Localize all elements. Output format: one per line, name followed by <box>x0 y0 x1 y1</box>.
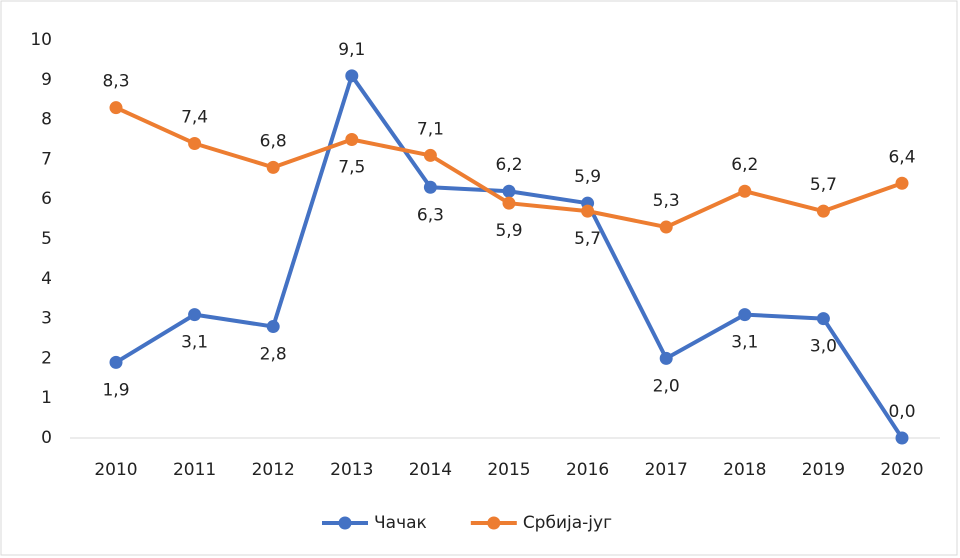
data-label: 5,9 <box>495 221 522 241</box>
x-tick-label: 2010 <box>94 460 137 480</box>
y-tick-label: 9 <box>41 70 52 90</box>
x-tick-label: 2014 <box>409 460 452 480</box>
x-tick-label: 2013 <box>330 460 373 480</box>
y-tick-label: 4 <box>41 269 52 289</box>
point <box>659 351 673 365</box>
y-tick-label: 7 <box>41 149 52 169</box>
point <box>188 136 202 150</box>
x-tick-label: 2020 <box>880 460 923 480</box>
x-tick-label: 2019 <box>802 460 845 480</box>
data-label: 1,9 <box>102 380 129 400</box>
y-tick-label: 5 <box>41 229 52 249</box>
legend-marker <box>487 516 501 530</box>
y-tick-label: 6 <box>41 189 52 209</box>
legend-label: Србија-југ <box>523 513 612 533</box>
point <box>345 133 359 146</box>
data-label: 5,7 <box>810 175 837 195</box>
x-tick-label: 2016 <box>566 460 609 480</box>
y-tick-label: 10 <box>30 30 52 50</box>
data-label: 6,8 <box>260 131 287 151</box>
data-label: 5,3 <box>653 191 680 211</box>
point <box>581 204 595 218</box>
point <box>188 308 202 322</box>
point <box>816 312 830 326</box>
point <box>266 320 280 334</box>
point <box>502 184 516 198</box>
point <box>895 431 909 445</box>
point <box>423 180 437 194</box>
point <box>423 148 437 162</box>
data-label: 6,2 <box>495 155 522 175</box>
y-tick-label: 8 <box>41 110 52 130</box>
data-label: 6,3 <box>417 205 444 225</box>
data-label: 2,8 <box>260 345 287 365</box>
x-tick-label: 2012 <box>252 460 295 480</box>
x-tick-label: 2018 <box>723 460 766 480</box>
data-label: 7,5 <box>338 158 365 178</box>
data-label: 6,2 <box>731 155 758 175</box>
y-tick-label: 3 <box>41 309 52 329</box>
legend-marker <box>338 516 352 530</box>
data-label: 7,1 <box>417 119 444 139</box>
point <box>895 176 909 190</box>
point <box>109 355 123 369</box>
point <box>738 308 752 322</box>
data-label: 9,1 <box>338 40 365 60</box>
y-tick-label: 2 <box>41 348 52 368</box>
data-label: 8,3 <box>102 72 129 92</box>
x-tick-label: 2017 <box>645 460 688 480</box>
x-tick-label: 2011 <box>173 460 216 480</box>
y-tick-label: 1 <box>41 388 52 408</box>
data-label: 0,0 <box>888 402 915 422</box>
point <box>345 69 359 83</box>
point <box>266 160 280 174</box>
data-label: 3,1 <box>731 333 758 353</box>
point <box>109 101 123 115</box>
data-label: 6,4 <box>888 147 915 167</box>
data-label: 2,0 <box>653 376 680 396</box>
data-label: 5,9 <box>574 167 601 187</box>
point <box>738 184 752 198</box>
data-label: 5,7 <box>574 229 601 249</box>
data-label: 3,1 <box>181 333 208 353</box>
point <box>659 220 673 234</box>
point <box>502 196 516 210</box>
x-tick-label: 2015 <box>487 460 530 480</box>
data-label: 7,4 <box>181 107 208 127</box>
y-tick-label: 0 <box>41 428 52 448</box>
legend-label: Чачак <box>374 513 427 533</box>
data-label: 3,0 <box>810 337 837 357</box>
point <box>816 204 830 218</box>
